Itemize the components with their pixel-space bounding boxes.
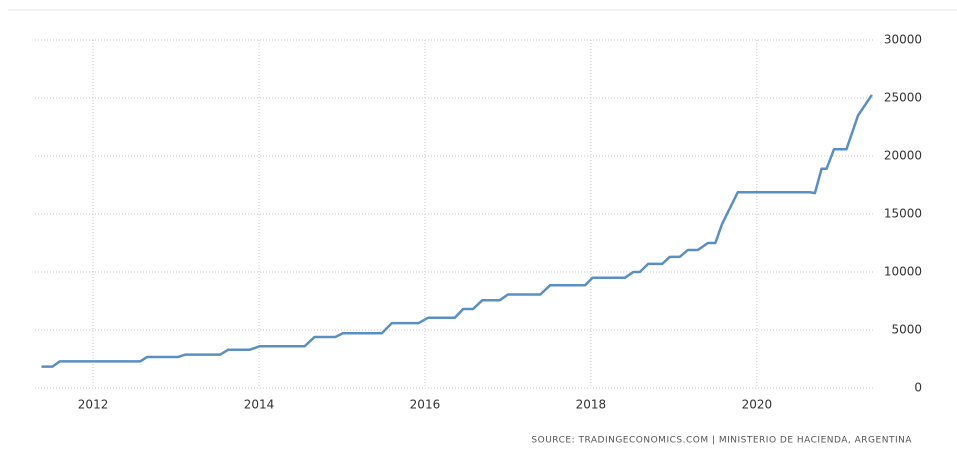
y-tick-label: 20000 <box>884 149 922 163</box>
data-line <box>41 94 873 368</box>
x-tick-label: 2012 <box>78 398 109 412</box>
x-tick-label: 2016 <box>410 398 441 412</box>
y-tick-label: 30000 <box>884 33 922 47</box>
x-tick-label: 2020 <box>742 398 773 412</box>
y-tick-label: 15000 <box>884 207 922 221</box>
x-tick-label: 2018 <box>576 398 607 412</box>
y-tick-label: 0 <box>914 381 922 395</box>
x-tick-label: 2014 <box>244 398 275 412</box>
source: SOURCE: TRADINGECONOMICS.COM | MINISTERI… <box>531 436 912 446</box>
y-tick-label: 10000 <box>884 265 922 279</box>
y-tick-label: 25000 <box>884 91 922 105</box>
y-tick-label: 5000 <box>891 323 922 337</box>
